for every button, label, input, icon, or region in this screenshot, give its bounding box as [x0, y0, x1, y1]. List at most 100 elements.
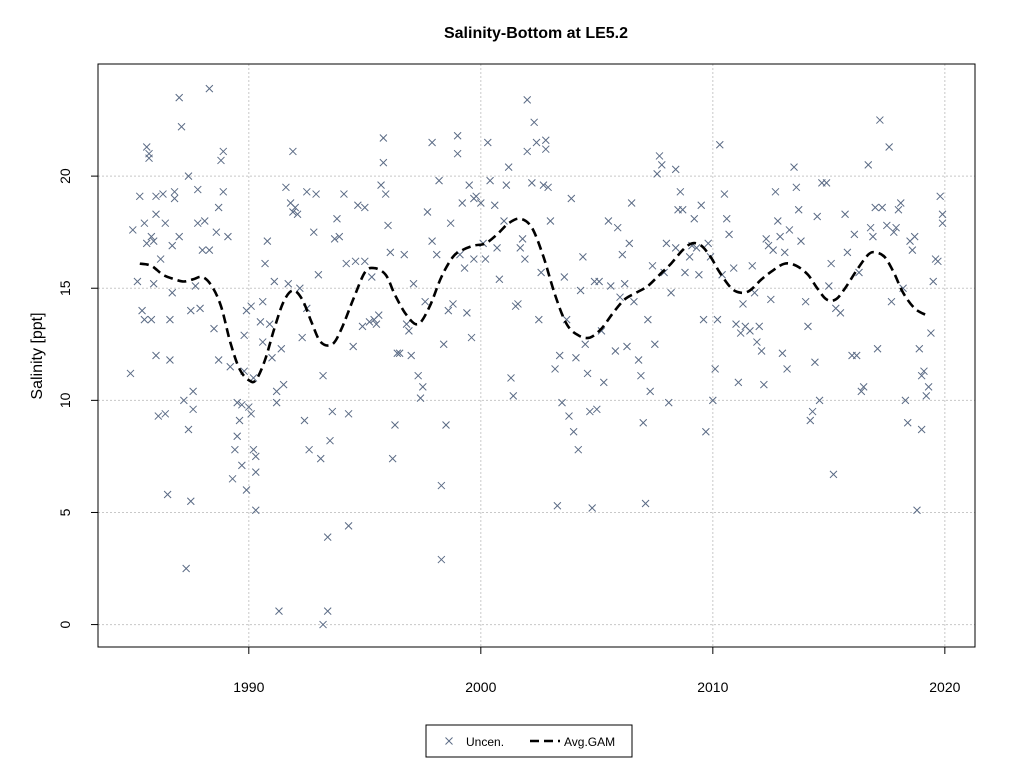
data-point [152, 210, 160, 219]
data-point [760, 380, 768, 389]
data-point [372, 320, 381, 328]
axes: 1990 2000 2010 2020 0 5 10 15 20 [57, 168, 961, 695]
data-point [284, 279, 293, 288]
data-point [193, 185, 202, 194]
data-point [335, 232, 344, 241]
data-point [637, 371, 645, 380]
data-point [876, 116, 884, 124]
data-point [627, 199, 636, 207]
grid [98, 64, 975, 647]
data-point [634, 356, 643, 364]
data-point [467, 333, 476, 342]
data-point [936, 192, 945, 201]
data-point [836, 309, 845, 317]
data-point [662, 239, 671, 248]
data-point [801, 297, 810, 306]
data-point [367, 273, 376, 281]
data-point [145, 154, 153, 163]
data-point [611, 347, 620, 355]
data-point [750, 288, 759, 297]
data-point [182, 564, 191, 573]
data-point [240, 331, 249, 340]
data-point [641, 499, 650, 508]
data-point [521, 255, 529, 263]
data-point [453, 131, 462, 140]
data-point [272, 398, 281, 407]
data-point [620, 279, 629, 288]
data-point [289, 147, 297, 156]
data-point [889, 228, 898, 237]
data-point [353, 201, 362, 210]
data-point [472, 192, 481, 201]
data-point [929, 277, 938, 286]
data-point [588, 504, 597, 512]
data-point [428, 237, 436, 245]
data-point [574, 445, 583, 454]
data-point [251, 452, 260, 461]
data-point [509, 392, 518, 400]
data-point [507, 374, 515, 382]
data-point [349, 342, 358, 351]
data-point [792, 183, 801, 192]
data-point [481, 255, 490, 263]
data-point [560, 273, 569, 281]
data-point [623, 342, 631, 351]
data-point [168, 241, 177, 250]
plot-frame [97, 63, 976, 648]
data-point [882, 221, 891, 230]
data-point [757, 347, 766, 355]
data-point [377, 181, 385, 189]
data-point [734, 378, 743, 387]
data-point [289, 208, 297, 216]
data-point [934, 257, 942, 266]
data-point [200, 217, 209, 225]
avg-gam-line [139, 217, 927, 384]
data-point [486, 176, 494, 185]
data-point [850, 230, 859, 239]
data-point [692, 244, 701, 252]
data-point [300, 416, 309, 425]
data-point [231, 445, 239, 454]
data-point [504, 163, 513, 171]
data-point [265, 320, 274, 328]
data-point [152, 192, 160, 201]
data-point [704, 239, 713, 248]
data-point [470, 255, 478, 263]
data-point [483, 138, 492, 147]
data-point [358, 322, 367, 331]
data-point [161, 409, 170, 418]
data-point [128, 226, 137, 234]
data-point [871, 203, 880, 212]
data-point [305, 445, 313, 454]
data-point [896, 199, 905, 207]
data-point [140, 219, 149, 228]
data-point [126, 369, 135, 378]
data-point [247, 409, 255, 418]
data-point [493, 244, 501, 252]
data-point [152, 351, 160, 360]
data-point [771, 187, 780, 196]
data-point [170, 187, 179, 196]
data-point [384, 221, 392, 230]
data-point [228, 474, 237, 483]
data-point [161, 219, 170, 228]
data-point [829, 470, 838, 479]
data-point [903, 418, 912, 427]
data-point [938, 219, 947, 228]
data-point [790, 163, 798, 171]
data-point [586, 407, 594, 416]
data-point [766, 295, 775, 304]
data-point [639, 418, 648, 427]
data-point [344, 522, 353, 530]
data-point [797, 237, 805, 245]
data-point [794, 205, 803, 214]
data-point [681, 268, 689, 277]
data-point [159, 190, 167, 198]
data-point [379, 134, 388, 142]
data-point [567, 194, 576, 203]
data-point [170, 194, 179, 203]
data-point [193, 219, 202, 228]
data-point [263, 237, 272, 245]
data-point [184, 425, 193, 434]
legend-label-uncen: Uncen. [466, 735, 504, 749]
